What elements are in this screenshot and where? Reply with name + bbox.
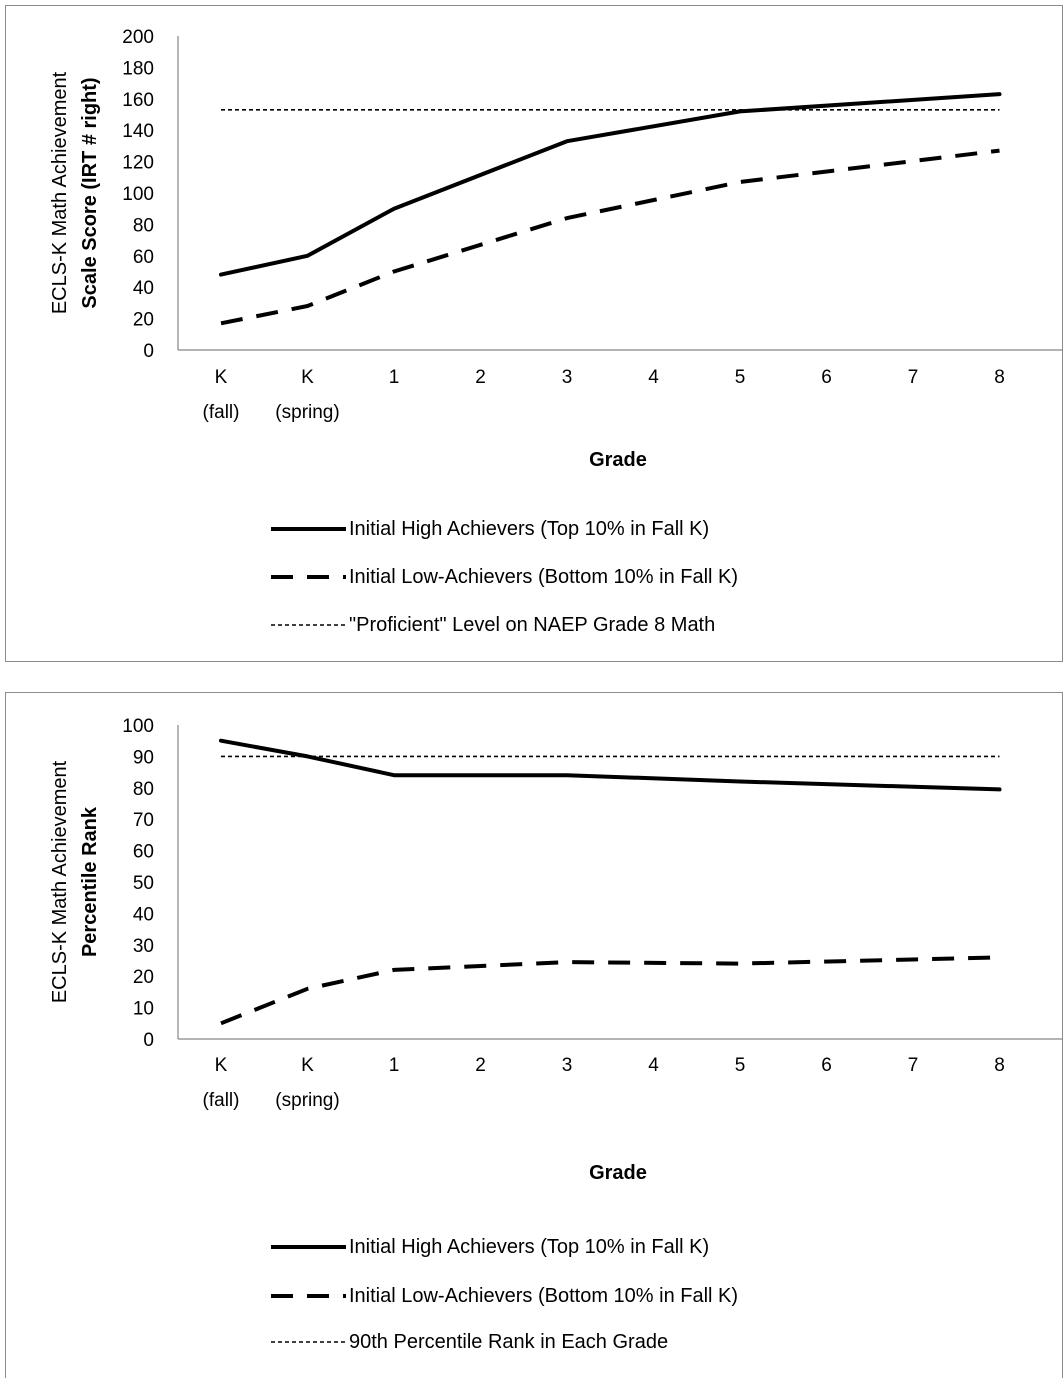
x-tick-sublabel: (fall) <box>203 402 240 423</box>
chart-svg-scale-score: 0 20 40 60 80 100 120 140 160 180 200 K (fall) K (spri… <box>49 27 1063 636</box>
series-line-solid <box>219 738 1002 792</box>
y-tick-label: 180 <box>122 58 154 79</box>
chart-svg-percentile-rank: 0 10 20 30 40 50 60 70 80 90 100 K (fall) K (spring) 1 2… <box>49 716 1063 1353</box>
y-tick-label: 40 <box>133 904 154 925</box>
x-tick-label: 3 <box>562 367 573 388</box>
x-tick-label: 5 <box>735 367 746 388</box>
y-tick-label: 70 <box>133 810 154 831</box>
y-axis-title-line2: Percentile Rank <box>79 806 101 957</box>
y-tick-label: 40 <box>133 278 154 299</box>
chart-panel-percentile-rank: 0 10 20 30 40 50 60 70 80 90 100 K (fall) K (spring) 1 2… <box>5 692 1063 1378</box>
x-tick-label: K <box>301 1055 314 1076</box>
x-tick-sublabel: (fall) <box>203 1090 240 1111</box>
x-tick-label: 6 <box>821 1055 832 1076</box>
y-tick-label: 80 <box>133 215 154 236</box>
y-tick-label: 60 <box>133 247 154 268</box>
legend-label: Initial High Achievers (Top 10% in Fall … <box>349 1236 709 1258</box>
x-tick-label: 6 <box>821 367 832 388</box>
series-line-dashed <box>220 955 1000 1026</box>
series-line-dashed <box>220 148 1000 326</box>
x-tick-label: 1 <box>389 367 400 388</box>
x-tick-label: 5 <box>735 1055 746 1076</box>
legend-label: Initial Low-Achievers (Bottom 10% in Fal… <box>349 566 738 588</box>
y-tick-label: 90 <box>133 747 154 768</box>
x-tick-label: K <box>301 367 314 388</box>
y-tick-label: 0 <box>143 1030 154 1051</box>
y-axis-title-line1: ECLS-K Math Achievement <box>49 71 71 314</box>
x-axis-title: Grade <box>589 449 647 471</box>
y-tick-label: 80 <box>133 779 154 800</box>
x-tick-label: 8 <box>994 1055 1005 1076</box>
legend-label: Initial High Achievers (Top 10% in Fall … <box>349 518 709 540</box>
y-tick-label: 100 <box>122 184 154 205</box>
y-tick-label: 10 <box>133 999 154 1020</box>
x-tick-label: 2 <box>475 367 486 388</box>
y-tick-label: 100 <box>122 716 154 737</box>
y-axis-title-line2: Scale Score (IRT # right) <box>79 77 101 308</box>
legend-label: 90th Percentile Rank in Each Grade <box>349 1331 668 1353</box>
y-tick-label: 50 <box>133 873 154 894</box>
x-tick-label: 7 <box>908 1055 919 1076</box>
y-tick-label: 20 <box>133 310 154 331</box>
x-tick-label: 8 <box>994 367 1005 388</box>
y-axis-title-line1: ECLS-K Math Achievement <box>49 760 71 1003</box>
chart-panel-scale-score: 0 20 40 60 80 100 120 140 160 180 200 K (fall) K (spri… <box>5 5 1063 662</box>
x-tick-label: K <box>215 367 228 388</box>
x-axis-title: Grade <box>589 1162 647 1184</box>
legend-label: "Proficient" Level on NAEP Grade 8 Math <box>349 614 715 636</box>
series-line-solid <box>219 92 1002 277</box>
x-tick-sublabel: (spring) <box>275 1090 339 1111</box>
y-tick-label: 200 <box>122 27 154 48</box>
y-tick-label: 30 <box>133 936 154 957</box>
y-tick-label: 140 <box>122 121 154 142</box>
x-tick-label: 3 <box>562 1055 573 1076</box>
y-tick-label: 0 <box>143 341 154 362</box>
y-tick-label: 20 <box>133 967 154 988</box>
x-tick-label: 7 <box>908 367 919 388</box>
x-tick-label: 4 <box>648 367 659 388</box>
x-tick-label: K <box>215 1055 228 1076</box>
legend-label: Initial Low-Achievers (Bottom 10% in Fal… <box>349 1285 738 1307</box>
x-tick-sublabel: (spring) <box>275 402 339 423</box>
x-tick-label: 4 <box>648 1055 659 1076</box>
y-tick-label: 60 <box>133 842 154 863</box>
y-tick-label: 120 <box>122 153 154 174</box>
x-tick-label: 2 <box>475 1055 486 1076</box>
x-tick-label: 1 <box>389 1055 400 1076</box>
y-tick-label: 160 <box>122 90 154 111</box>
